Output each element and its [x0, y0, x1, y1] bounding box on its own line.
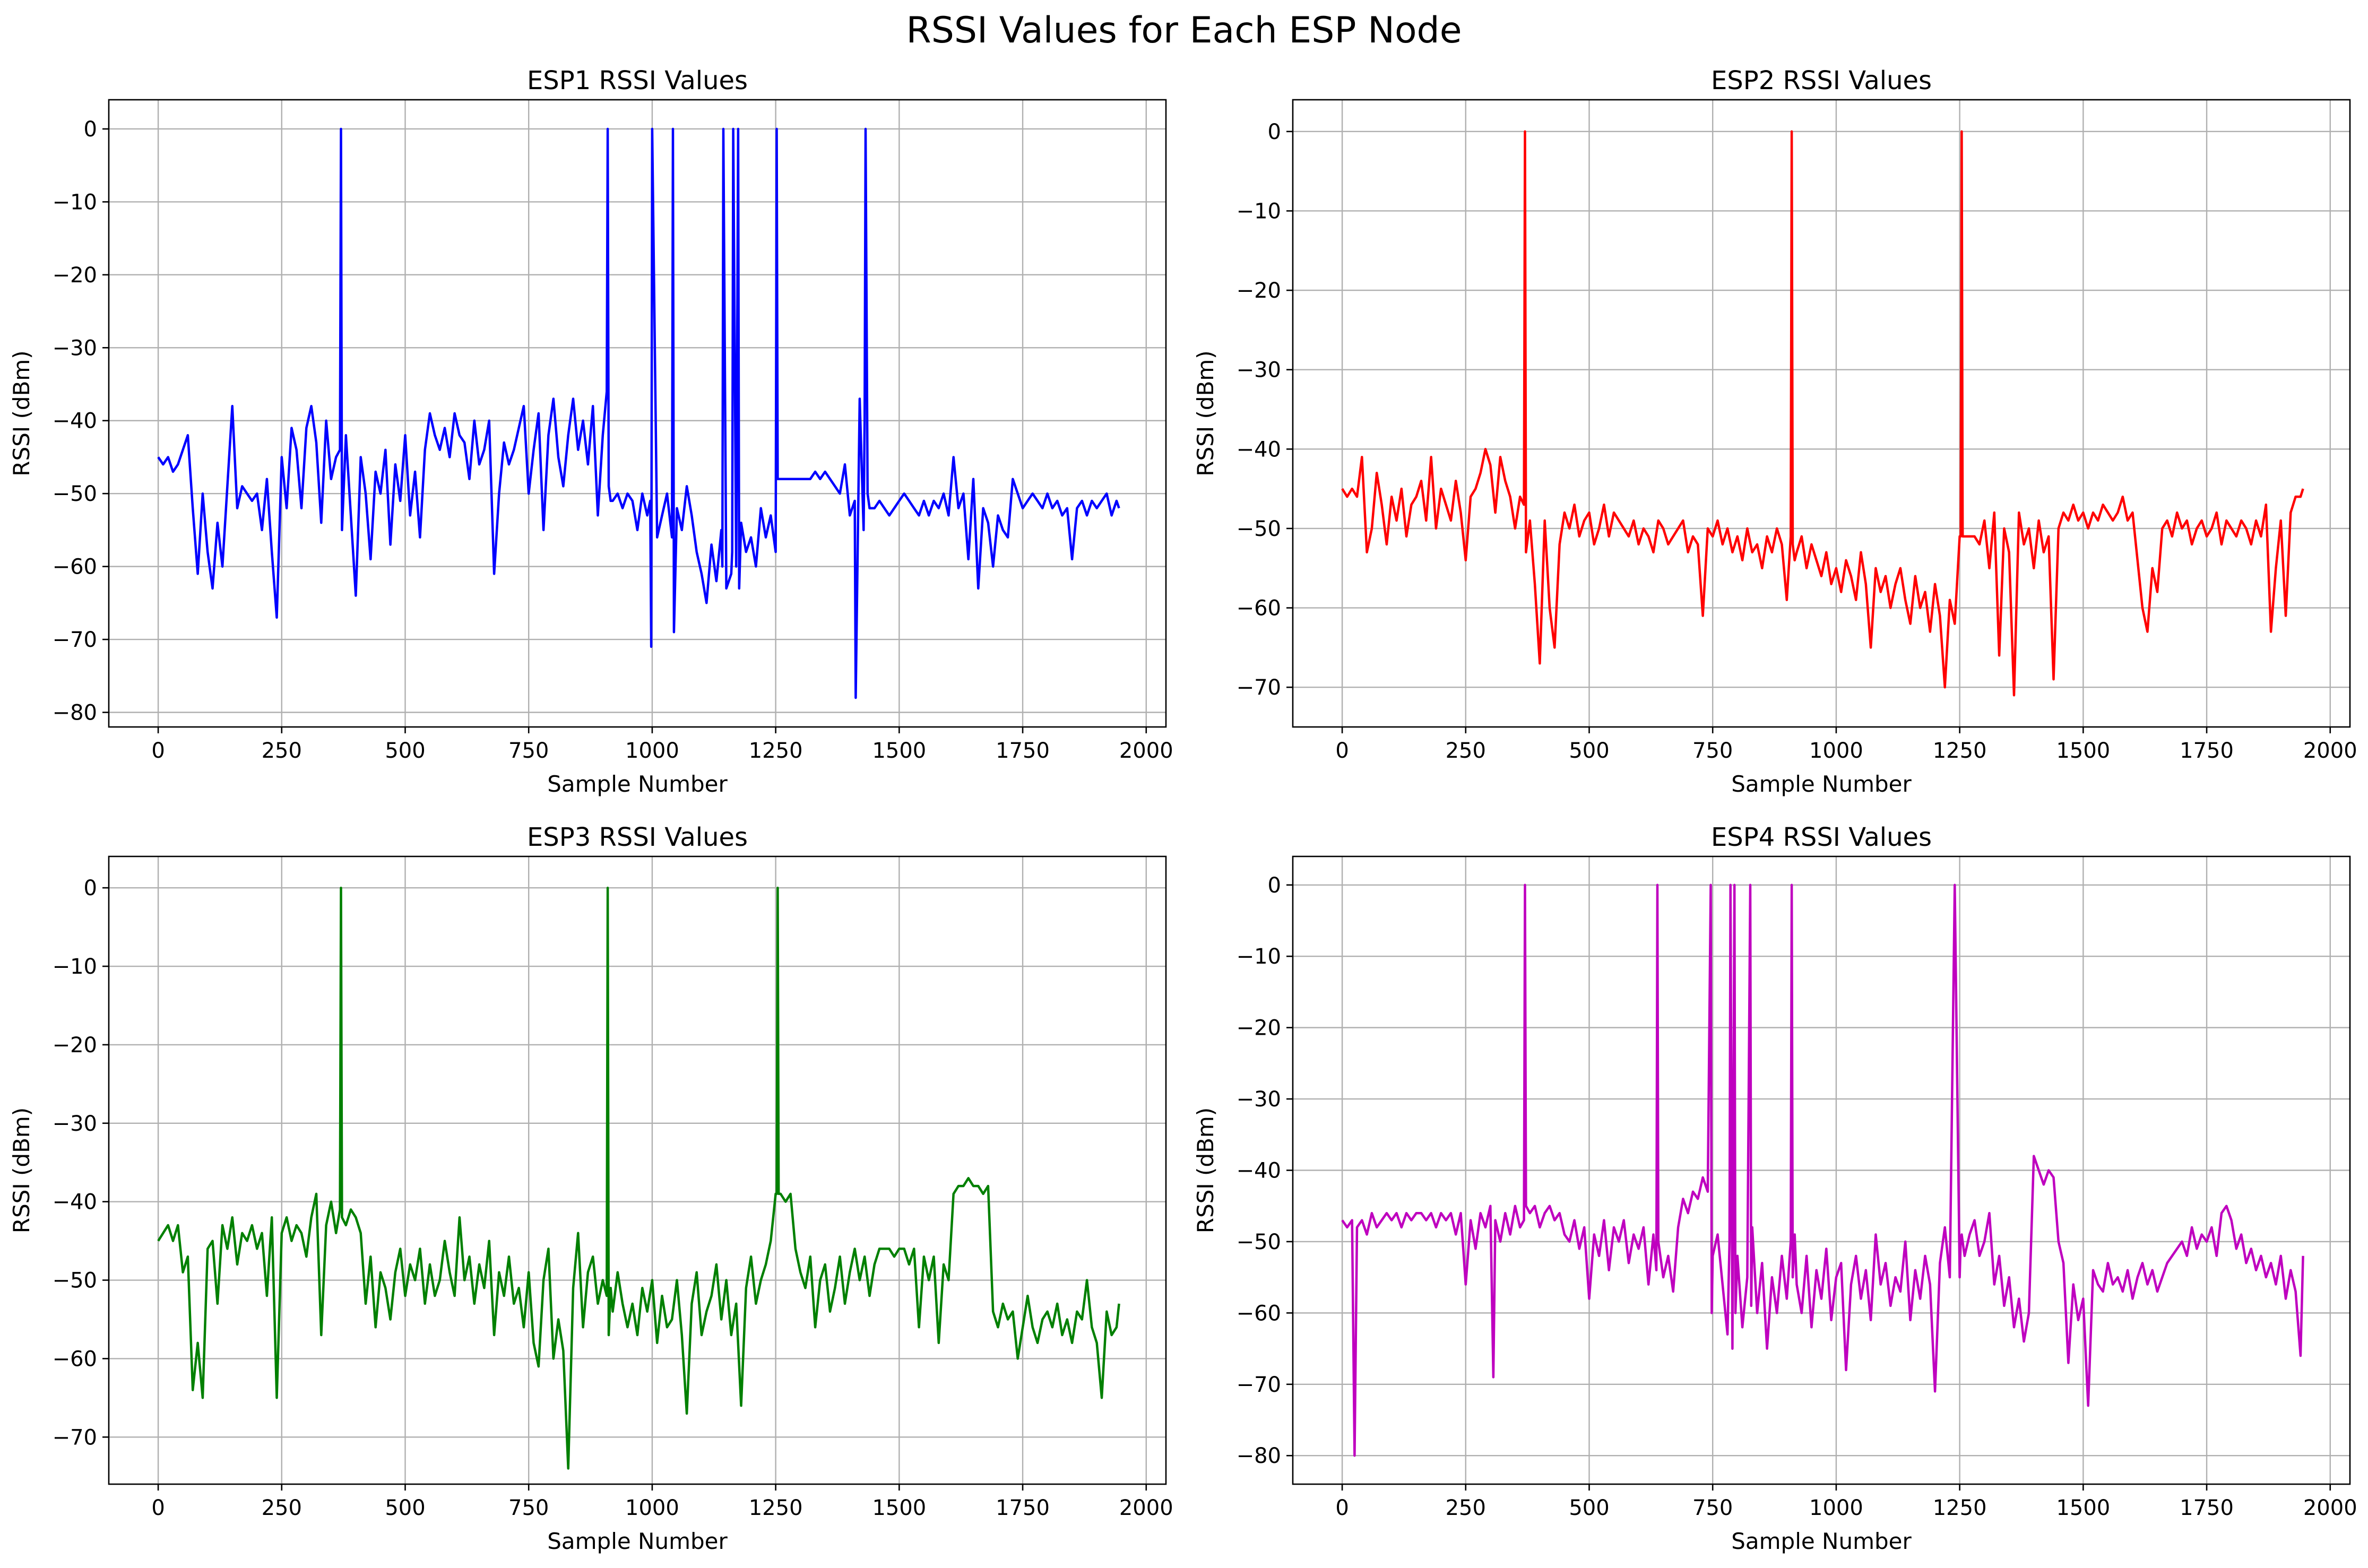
rssi-series-line — [1341, 883, 2304, 1457]
rssi-series-line — [157, 127, 1120, 699]
y-tick-label: −80 — [53, 701, 97, 725]
x-tick-label: 0 — [151, 1496, 165, 1520]
x-axis-label: Sample Number — [547, 1528, 728, 1554]
x-tick-label: 1500 — [2056, 739, 2110, 763]
x-tick-label: 1500 — [872, 739, 926, 763]
x-tick-label: 750 — [1692, 1496, 1733, 1520]
y-tick-label: −10 — [1237, 199, 1281, 223]
rssi-series-line — [157, 886, 1120, 1470]
esp3-subplot: 0 250 500 750 1000 1250 1500 1750 2000 0 −10 −20 −30… — [8, 822, 1173, 1554]
y-tick-label: −60 — [53, 1347, 97, 1371]
x-tick-label: 2000 — [1119, 1496, 1173, 1520]
x-tick-label: 2000 — [2303, 1496, 2357, 1520]
x-tick-label: 0 — [1335, 739, 1349, 763]
y-tick-label: 0 — [84, 117, 97, 142]
y-tick-label: −20 — [53, 1033, 97, 1058]
x-tick-label: 2000 — [1119, 739, 1173, 763]
x-axis-label: Sample Number — [547, 771, 728, 797]
x-tick-label: 750 — [508, 1496, 549, 1520]
esp1-subplot: 0 250 500 750 1000 1250 1500 1750 2000 0 −10 −20 −30… — [8, 66, 1173, 797]
x-tick-label: 1750 — [996, 1496, 1050, 1520]
y-axis-label: RSSI (dBm) — [8, 350, 34, 476]
x-tick-label: 2000 — [2303, 739, 2357, 763]
x-tick-label: 500 — [1569, 1496, 1609, 1520]
x-tick-label: 1750 — [996, 739, 1050, 763]
x-tick-label: 250 — [1446, 1496, 1486, 1520]
y-tick-label: −30 — [53, 336, 97, 360]
y-tick-label: 0 — [1268, 873, 1281, 898]
y-axis-label: RSSI (dBm) — [1192, 1107, 1218, 1233]
y-tick-label: −70 — [53, 1425, 97, 1450]
subplot-title: ESP4 RSSI Values — [1711, 822, 1932, 852]
axes-frame — [1292, 99, 2351, 728]
y-tick-label: 0 — [1268, 120, 1281, 144]
y-tick-label: −60 — [53, 555, 97, 579]
x-tick-label: 250 — [262, 1496, 302, 1520]
x-tick-label: 250 — [1446, 739, 1486, 763]
y-tick-label: −60 — [1237, 1301, 1281, 1326]
x-tick-label: 1250 — [1933, 1496, 1987, 1520]
x-tick-label: 1000 — [1809, 1496, 1863, 1520]
esp2-subplot: 0 250 500 750 1000 1250 1500 1750 2000 0 −10 −20 −30… — [1192, 66, 2357, 797]
y-tick-label: −70 — [53, 628, 97, 652]
y-tick-label: 0 — [84, 876, 97, 900]
x-tick-label: 1000 — [1809, 739, 1863, 763]
x-tick-label: 1000 — [625, 739, 679, 763]
x-axis-label: Sample Number — [1731, 771, 1912, 797]
x-tick-label: 500 — [385, 1496, 425, 1520]
y-tick-label: −10 — [53, 955, 97, 979]
x-tick-label: 500 — [385, 739, 425, 763]
x-tick-label: 750 — [508, 739, 549, 763]
y-tick-label: −50 — [53, 1269, 97, 1293]
y-tick-label: −40 — [1237, 437, 1281, 462]
y-tick-label: −30 — [1237, 1087, 1281, 1112]
x-tick-label: 1250 — [749, 739, 803, 763]
y-tick-label: −10 — [53, 190, 97, 214]
x-tick-label: 1500 — [2056, 1496, 2110, 1520]
x-tick-label: 0 — [1335, 1496, 1349, 1520]
esp4-subplot: 0 250 500 750 1000 1250 1500 1750 2000 0 −10 −20 −30… — [1192, 822, 2357, 1554]
x-axis-label: Sample Number — [1731, 1528, 1912, 1554]
y-tick-label: −30 — [53, 1112, 97, 1136]
y-tick-label: −10 — [1237, 945, 1281, 969]
x-tick-label: 1250 — [749, 1496, 803, 1520]
subplot-title: ESP2 RSSI Values — [1711, 66, 1932, 96]
y-tick-label: −80 — [1237, 1444, 1281, 1468]
x-tick-label: 1750 — [2180, 1496, 2234, 1520]
y-axis-label: RSSI (dBm) — [8, 1107, 34, 1233]
x-tick-label: 1500 — [872, 1496, 926, 1520]
y-tick-label: −60 — [1237, 596, 1281, 621]
x-tick-label: 250 — [262, 739, 302, 763]
x-tick-label: 1250 — [1933, 739, 1987, 763]
y-tick-label: −20 — [1237, 279, 1281, 303]
subplot-title: ESP3 RSSI Values — [527, 822, 748, 852]
axes-frame — [108, 99, 1167, 728]
y-tick-label: −70 — [1237, 675, 1281, 700]
subplot-title: ESP1 RSSI Values — [527, 66, 748, 96]
axes-frame — [108, 855, 1167, 1485]
y-tick-label: −70 — [1237, 1373, 1281, 1397]
x-tick-label: 1000 — [625, 1496, 679, 1520]
x-tick-label: 500 — [1569, 739, 1609, 763]
figure-title: RSSI Values for Each ESP Node — [906, 10, 1462, 51]
y-tick-label: −40 — [53, 1190, 97, 1215]
y-tick-label: −20 — [1237, 1016, 1281, 1041]
y-tick-label: −40 — [53, 409, 97, 434]
y-tick-label: −50 — [1237, 1230, 1281, 1254]
y-tick-label: −20 — [53, 263, 97, 288]
x-tick-label: 750 — [1692, 739, 1733, 763]
y-tick-label: −40 — [1237, 1159, 1281, 1183]
x-tick-label: 0 — [151, 739, 165, 763]
x-tick-label: 1750 — [2180, 739, 2234, 763]
rssi-series-line — [1341, 130, 2304, 697]
y-tick-label: −50 — [1237, 517, 1281, 541]
y-tick-label: −50 — [53, 482, 97, 506]
y-axis-label: RSSI (dBm) — [1192, 350, 1218, 476]
y-tick-label: −30 — [1237, 358, 1281, 383]
